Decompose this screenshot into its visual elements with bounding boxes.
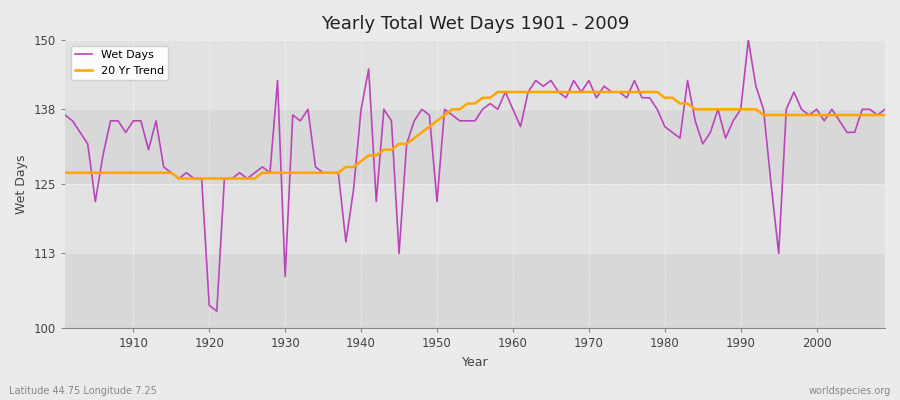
Bar bbox=[65, 109, 885, 184]
Wet Days bbox=[295, 118, 306, 123]
Line: 20 Yr Trend: 20 Yr Trend bbox=[65, 92, 885, 178]
Wet Days bbox=[59, 113, 70, 118]
Bar bbox=[65, 254, 885, 328]
Wet Days bbox=[879, 107, 890, 112]
20 Yr Trend bbox=[614, 90, 625, 94]
Text: Latitude 44.75 Longitude 7.25: Latitude 44.75 Longitude 7.25 bbox=[9, 386, 157, 396]
Bar bbox=[65, 40, 885, 109]
Wet Days bbox=[121, 130, 131, 135]
Text: worldspecies.org: worldspecies.org bbox=[809, 386, 891, 396]
20 Yr Trend bbox=[515, 90, 526, 94]
Bar bbox=[65, 184, 885, 254]
Wet Days bbox=[607, 90, 617, 94]
X-axis label: Year: Year bbox=[462, 356, 489, 369]
20 Yr Trend bbox=[59, 170, 70, 175]
Title: Yearly Total Wet Days 1901 - 2009: Yearly Total Wet Days 1901 - 2009 bbox=[320, 15, 629, 33]
Legend: Wet Days, 20 Yr Trend: Wet Days, 20 Yr Trend bbox=[70, 46, 168, 80]
Wet Days bbox=[515, 124, 526, 129]
20 Yr Trend bbox=[121, 170, 131, 175]
Wet Days bbox=[212, 309, 222, 314]
Wet Days bbox=[340, 240, 351, 244]
Line: Wet Days: Wet Days bbox=[65, 40, 885, 311]
20 Yr Trend bbox=[295, 170, 306, 175]
20 Yr Trend bbox=[492, 90, 503, 94]
20 Yr Trend bbox=[340, 164, 351, 169]
Wet Days bbox=[742, 38, 753, 42]
20 Yr Trend bbox=[879, 113, 890, 118]
20 Yr Trend bbox=[523, 90, 534, 94]
Wet Days bbox=[508, 107, 518, 112]
Y-axis label: Wet Days: Wet Days bbox=[15, 154, 28, 214]
20 Yr Trend bbox=[174, 176, 184, 181]
